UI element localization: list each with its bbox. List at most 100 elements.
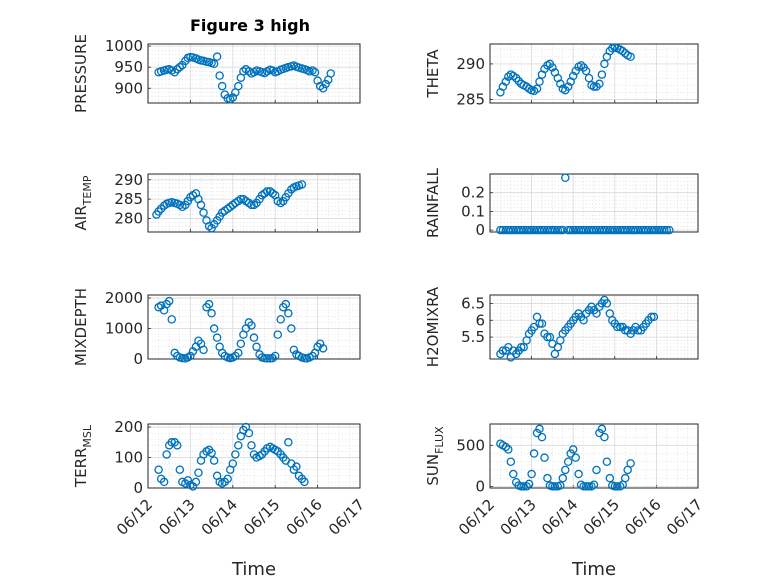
data-point — [550, 482, 560, 491]
data-point — [217, 81, 227, 91]
data-point — [558, 473, 568, 483]
y-tick-label: 500 — [456, 436, 485, 454]
data-point — [204, 221, 214, 231]
data-point — [537, 225, 547, 235]
data-point — [581, 66, 591, 76]
panel-2: 285 290 THETA — [424, 43, 699, 108]
data-point — [556, 225, 565, 235]
panel-1: 900 950 1000 PRESSURE — [72, 34, 361, 113]
data-point — [204, 299, 214, 309]
data-point — [167, 315, 176, 324]
data-point — [589, 225, 599, 235]
x-tick-label: 06/17 — [325, 496, 368, 539]
data-point — [186, 351, 195, 361]
data-point — [626, 459, 635, 468]
data-point — [626, 52, 635, 62]
data-point — [574, 469, 583, 479]
y-axis-label: MIXDEPTH — [72, 288, 90, 366]
data-point — [496, 225, 505, 235]
axes-box — [147, 423, 361, 489]
panel-7: 06/12 06/13 06/14 06/15 06/16 06/17 0 100 200 TER… — [72, 418, 368, 580]
y-tick-label: 0.1 — [461, 202, 485, 220]
data-point — [519, 482, 528, 491]
panel-4: 00.10.2 RAINFALL — [424, 167, 699, 239]
data-point — [535, 77, 544, 86]
data-point — [504, 72, 513, 81]
data-point — [561, 173, 570, 182]
data-point — [556, 79, 565, 89]
y-axis-label: TERRMSL — [72, 424, 94, 488]
data-point — [548, 482, 557, 491]
data-point — [310, 67, 320, 77]
x-tick-label: 06/16 — [621, 496, 664, 539]
data-point — [529, 225, 539, 235]
data-point — [576, 61, 586, 70]
data-point — [212, 52, 222, 61]
data-point — [247, 321, 256, 330]
data-point — [501, 442, 511, 452]
data-point — [618, 46, 627, 56]
data-point — [532, 84, 542, 94]
data-point — [228, 200, 238, 210]
data-point — [273, 330, 282, 339]
data-point — [504, 225, 513, 235]
data-point — [600, 225, 609, 235]
data-point — [566, 225, 575, 235]
data-point — [535, 225, 544, 235]
data-point — [550, 349, 560, 359]
data-point — [600, 59, 609, 69]
data-point — [540, 225, 549, 235]
y-tick-label: 0.2 — [461, 184, 485, 202]
data-point — [284, 438, 293, 447]
data-point — [649, 225, 659, 235]
x-tick-label: 06/15 — [240, 496, 283, 539]
data-point — [652, 225, 661, 235]
data-point — [249, 333, 259, 342]
data-point — [318, 84, 328, 93]
data-point — [543, 332, 552, 342]
data-point — [602, 225, 612, 235]
data-point — [633, 225, 643, 235]
data-point — [209, 59, 219, 69]
data-point — [199, 345, 208, 355]
data-point — [262, 354, 272, 363]
y-tick-label: 285 — [114, 190, 143, 208]
axes-box — [489, 43, 699, 104]
data-point — [175, 62, 185, 72]
y-axis-label: AIRTEMP — [72, 175, 94, 230]
data-point — [597, 225, 607, 235]
data-point — [620, 473, 630, 483]
data-point — [660, 225, 669, 235]
data-point — [623, 225, 632, 235]
data-point — [610, 225, 620, 235]
y-axis-label: RAINFALL — [424, 167, 442, 238]
data-point — [217, 208, 227, 217]
data-point — [556, 481, 565, 490]
data-point — [154, 207, 163, 216]
data-point — [236, 339, 246, 349]
data-point — [215, 71, 224, 80]
y-tick-label: 0 — [475, 221, 485, 239]
y-tick-label: 0 — [133, 479, 143, 497]
y-tick-label: 290 — [456, 55, 485, 73]
data-point — [595, 79, 604, 89]
data-point — [196, 200, 206, 210]
data-point — [268, 353, 277, 363]
data-point — [610, 482, 620, 491]
data-point — [644, 225, 653, 235]
data-point — [268, 189, 277, 198]
data-point — [579, 482, 588, 491]
data-point — [212, 333, 222, 342]
data-point — [209, 324, 219, 333]
data-point — [527, 469, 536, 479]
data-point — [628, 225, 638, 235]
data-point — [276, 315, 285, 324]
x-tick-label: 06/12 — [455, 496, 498, 539]
data-point — [289, 345, 299, 355]
data-point — [522, 482, 531, 491]
y-tick-label: 0 — [475, 477, 485, 495]
y-tick-label: 200 — [114, 418, 143, 436]
